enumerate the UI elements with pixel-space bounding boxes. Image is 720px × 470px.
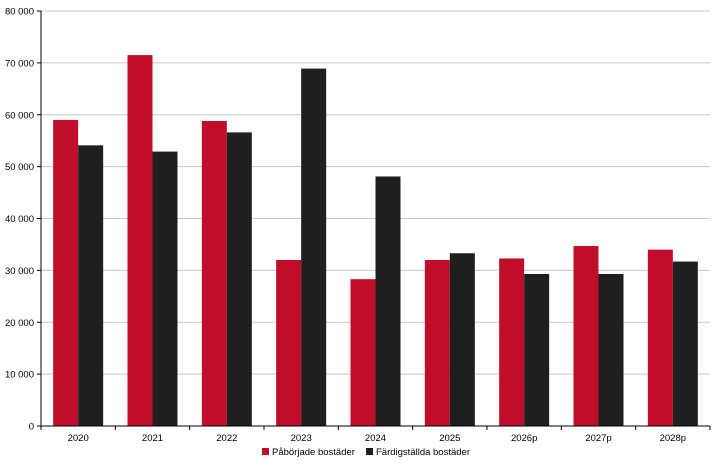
bar-fardigstallda-2027p bbox=[598, 274, 624, 426]
bar-paborjade-2028p bbox=[647, 249, 673, 426]
bar-paborjade-2025 bbox=[424, 260, 450, 426]
x-tick-label: 2022 bbox=[216, 433, 237, 444]
bar-paborjade-2027p bbox=[573, 245, 599, 426]
x-tick-label: 2027p bbox=[585, 433, 611, 444]
y-tick-label: 50 000 bbox=[5, 162, 34, 173]
y-tick-label: 70 000 bbox=[5, 58, 34, 69]
legend-label: Färdigställda bostäder bbox=[376, 447, 470, 458]
x-tick-label: 2024 bbox=[365, 433, 386, 444]
x-tick-label: 2026p bbox=[511, 433, 537, 444]
y-tick-label: 30 000 bbox=[5, 266, 34, 277]
bar-fardigstallda-2028p bbox=[672, 261, 698, 426]
x-axis-ticks: 2020 2021 2022 2023 2024 2025 2026p 2027p 2028p bbox=[40, 426, 711, 444]
legend-swatch bbox=[366, 448, 373, 455]
legend: Påbörjade bostäder Färdigställda bostäder bbox=[262, 447, 470, 458]
y-tick-label: 10 000 bbox=[5, 370, 34, 381]
bar-paborjade-2021 bbox=[127, 55, 153, 426]
bar-fardigstallda-2022 bbox=[226, 132, 252, 426]
bar-paborjade-2026p bbox=[499, 258, 525, 426]
x-tick-label: 2025 bbox=[439, 433, 460, 444]
x-tick-label: 2028p bbox=[660, 433, 686, 444]
legend-label: Påbörjade bostäder bbox=[272, 447, 355, 458]
bar-paborjade-2024 bbox=[350, 279, 376, 426]
bar-paborjade-2022 bbox=[201, 120, 227, 426]
bar-fardigstallda-2024 bbox=[375, 176, 401, 426]
bar-fardigstallda-2025 bbox=[449, 253, 475, 426]
y-tick-label: 60 000 bbox=[5, 110, 34, 121]
bar-fardigstallda-2023 bbox=[301, 68, 327, 427]
x-tick-label: 2023 bbox=[291, 433, 312, 444]
x-tick-label: 2020 bbox=[68, 433, 89, 444]
bars bbox=[53, 55, 698, 427]
bar-fardigstallda-2026p bbox=[524, 274, 550, 426]
y-tick-label: 40 000 bbox=[5, 214, 34, 225]
y-tick-label: 0 bbox=[29, 422, 34, 433]
x-tick-label: 2021 bbox=[142, 433, 163, 444]
bar-fardigstallda-2021 bbox=[152, 151, 178, 427]
y-tick-label: 20 000 bbox=[5, 318, 34, 329]
bar-fardigstallda-2020 bbox=[78, 145, 104, 426]
bar-paborjade-2023 bbox=[276, 260, 302, 426]
y-tick-label: 80 000 bbox=[5, 7, 34, 18]
legend-swatch bbox=[262, 448, 269, 455]
y-axis-ticks: 0 10 000 20 000 30 000 40 000 50 000 60 000 70 … bbox=[5, 7, 41, 433]
bar-paborjade-2020 bbox=[53, 119, 79, 426]
